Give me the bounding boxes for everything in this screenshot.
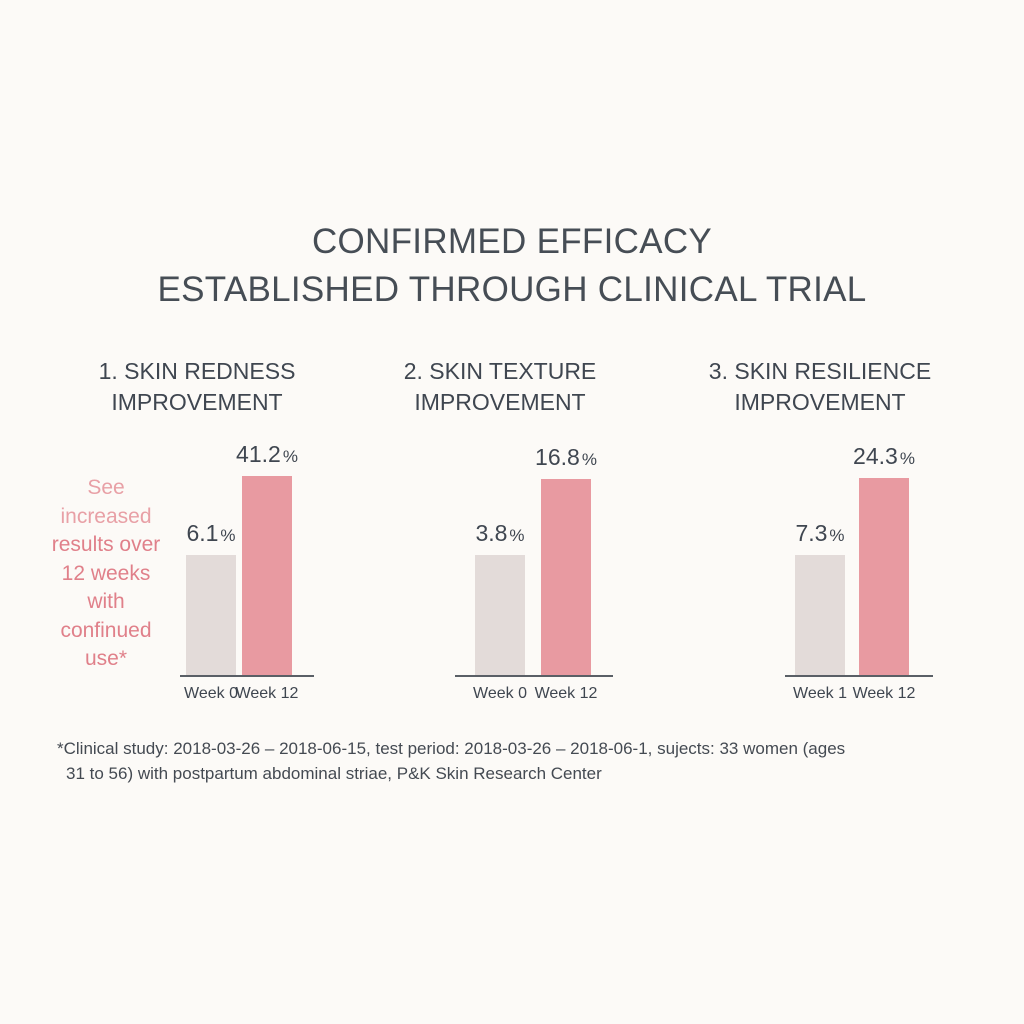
value-unit: %	[581, 450, 597, 469]
bar-before	[795, 555, 845, 675]
callout-line: confinued	[60, 618, 152, 642]
callout-line: See	[87, 476, 125, 499]
value-label: 7.3%	[765, 520, 875, 547]
chart-baseline	[455, 675, 613, 677]
x-tick-label: Week 12	[852, 685, 916, 702]
bar-before	[475, 555, 525, 675]
value-label: 24.3%	[829, 443, 939, 470]
value-label: 6.1%	[156, 520, 266, 547]
chart-title-line: 1. SKIN REDNESS	[98, 358, 296, 384]
callout-line: with	[87, 590, 125, 613]
callout-line: 12 weeks	[61, 561, 151, 585]
x-tick-label: Week 12	[534, 685, 598, 702]
chart-title-line: IMPROVEMENT	[734, 389, 906, 415]
value-label: 3.8%	[445, 520, 555, 547]
chart-baseline	[785, 675, 933, 677]
value-number: 24.3	[853, 443, 898, 469]
value-number: 7.3	[795, 520, 828, 546]
footnote: *Clinical study: 2018-03-26 – 2018-06-15…	[57, 736, 977, 786]
callout-text: See increased results over 12 weeks with…	[38, 474, 174, 674]
callout-line: results over	[51, 533, 161, 556]
value-unit: %	[899, 449, 915, 468]
chart-baseline	[180, 675, 314, 677]
value-unit: %	[220, 526, 236, 545]
chart-title-line: IMPROVEMENT	[414, 389, 586, 415]
chart-title-line: 3. SKIN RESILIENCE	[708, 358, 932, 384]
chart-title: 2. SKIN TEXTURE IMPROVEMENT	[350, 356, 650, 418]
bar-after	[541, 479, 591, 675]
x-tick-label: Week 0	[184, 685, 238, 702]
value-unit: %	[509, 526, 525, 545]
value-unit: %	[282, 447, 298, 466]
headline-line-2: ESTABLISHED THROUGH CLINICAL TRIAL	[157, 270, 867, 309]
chart-title-line: IMPROVEMENT	[111, 389, 283, 415]
value-unit: %	[829, 526, 845, 545]
value-label: 41.2%	[212, 441, 322, 468]
callout-line: increased	[60, 504, 152, 528]
value-number: 3.8	[475, 520, 508, 546]
chart-title: 3. SKIN RESILIENCE IMPROVEMENT	[670, 356, 970, 418]
bar-after	[242, 476, 292, 675]
value-number: 16.8	[535, 444, 580, 470]
footnote-line: *Clinical study: 2018-03-26 – 2018-06-15…	[57, 739, 846, 758]
value-label: 16.8%	[511, 444, 621, 471]
bar-after	[859, 478, 909, 675]
footnote-line: 31 to 56) with postpartum abdominal stri…	[66, 764, 602, 783]
x-tick-label: Week 1	[793, 685, 847, 702]
bar-before	[186, 555, 236, 675]
value-number: 41.2	[236, 441, 281, 467]
callout-line: use*	[84, 647, 128, 670]
x-tick-label: Week 12	[235, 685, 299, 702]
chart-title-line: 2. SKIN TEXTURE	[403, 358, 597, 384]
x-tick-label: Week 0	[473, 685, 527, 702]
headline-line-1: CONFIRMED EFFICACY	[311, 222, 713, 261]
chart-title: 1. SKIN REDNESS IMPROVEMENT	[47, 356, 347, 418]
value-number: 6.1	[186, 520, 219, 546]
